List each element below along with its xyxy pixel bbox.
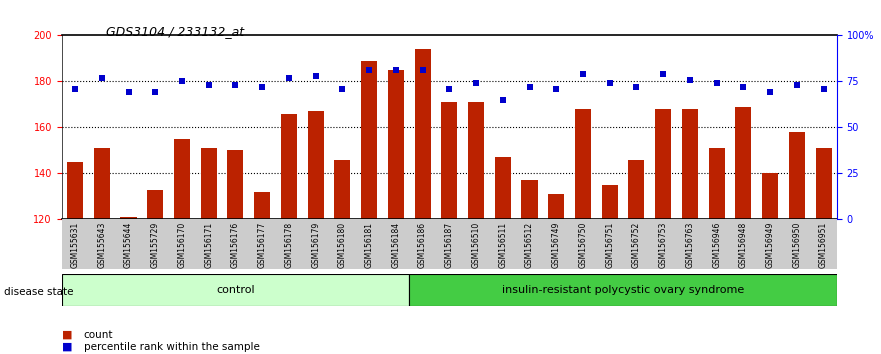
Text: GSM156752: GSM156752: [632, 222, 641, 268]
Text: GSM156950: GSM156950: [792, 222, 802, 268]
Text: GSM156179: GSM156179: [311, 222, 320, 268]
Point: [737, 84, 751, 90]
Point: [549, 86, 563, 92]
Point: [202, 82, 216, 88]
Bar: [602, 185, 618, 219]
Text: ■: ■: [62, 342, 72, 352]
Text: GSM156170: GSM156170: [177, 222, 187, 268]
Bar: [495, 157, 511, 219]
Bar: [201, 148, 217, 219]
Point: [603, 80, 617, 86]
Bar: [441, 102, 457, 219]
Text: GSM156949: GSM156949: [766, 222, 774, 268]
Bar: [736, 107, 751, 219]
Bar: [147, 189, 163, 219]
Text: GSM156749: GSM156749: [552, 222, 560, 268]
Text: ■: ■: [62, 330, 72, 339]
Bar: [67, 162, 83, 219]
Text: GSM156946: GSM156946: [712, 222, 722, 268]
Point: [122, 90, 136, 95]
Point: [95, 75, 109, 81]
Point: [308, 73, 322, 79]
Text: GSM156187: GSM156187: [445, 222, 454, 268]
Text: GSM156750: GSM156750: [579, 222, 588, 268]
Point: [683, 77, 697, 82]
Point: [362, 68, 376, 73]
Bar: [254, 192, 270, 219]
Bar: [415, 49, 431, 219]
Bar: [121, 217, 137, 219]
Point: [442, 86, 456, 92]
Text: GSM156181: GSM156181: [365, 222, 374, 268]
Text: GSM155729: GSM155729: [151, 222, 159, 268]
Point: [629, 84, 643, 90]
Text: control: control: [216, 285, 255, 295]
Bar: [548, 194, 564, 219]
Text: GSM155644: GSM155644: [124, 222, 133, 268]
Point: [416, 68, 430, 73]
Bar: [307, 111, 323, 219]
Bar: [227, 150, 243, 219]
Bar: [628, 160, 645, 219]
Text: GSM155643: GSM155643: [97, 222, 107, 268]
Text: GSM156751: GSM156751: [605, 222, 614, 268]
Point: [68, 86, 82, 92]
Bar: [93, 148, 110, 219]
Point: [817, 86, 831, 92]
Bar: [174, 139, 190, 219]
Point: [763, 90, 777, 95]
Bar: [388, 70, 403, 219]
Point: [255, 84, 270, 90]
Text: GSM156171: GSM156171: [204, 222, 213, 268]
Bar: [281, 114, 297, 219]
Text: count: count: [84, 330, 113, 339]
Text: GSM156948: GSM156948: [739, 222, 748, 268]
Bar: [468, 102, 484, 219]
Point: [496, 97, 510, 103]
Bar: [62, 219, 837, 269]
Text: GSM156186: GSM156186: [418, 222, 427, 268]
Text: GSM156512: GSM156512: [525, 222, 534, 268]
Point: [148, 90, 162, 95]
Point: [709, 80, 723, 86]
Text: GSM156176: GSM156176: [231, 222, 240, 268]
Text: GSM156753: GSM156753: [659, 222, 668, 268]
Point: [576, 71, 590, 77]
Bar: [788, 132, 805, 219]
Text: GSM156951: GSM156951: [819, 222, 828, 268]
FancyBboxPatch shape: [409, 274, 837, 306]
Point: [656, 71, 670, 77]
Text: GSM156180: GSM156180: [338, 222, 347, 268]
Bar: [335, 160, 351, 219]
Text: insulin-resistant polycystic ovary syndrome: insulin-resistant polycystic ovary syndr…: [502, 285, 744, 295]
Bar: [708, 148, 725, 219]
Text: GSM156763: GSM156763: [685, 222, 694, 268]
Text: GSM156178: GSM156178: [285, 222, 293, 268]
Point: [389, 68, 403, 73]
Bar: [522, 181, 537, 219]
Text: GSM155631: GSM155631: [70, 222, 79, 268]
Bar: [816, 148, 832, 219]
Bar: [575, 109, 591, 219]
Bar: [361, 61, 377, 219]
Point: [175, 79, 189, 84]
Text: GSM156184: GSM156184: [391, 222, 400, 268]
Text: GDS3104 / 233132_at: GDS3104 / 233132_at: [106, 25, 244, 38]
Text: percentile rank within the sample: percentile rank within the sample: [84, 342, 260, 352]
Point: [522, 84, 537, 90]
Bar: [762, 173, 778, 219]
Point: [469, 80, 483, 86]
Bar: [682, 109, 698, 219]
Point: [336, 86, 350, 92]
Text: GSM156177: GSM156177: [257, 222, 267, 268]
Text: disease state: disease state: [4, 287, 74, 297]
Point: [282, 75, 296, 81]
Text: GSM156510: GSM156510: [471, 222, 480, 268]
Text: GSM156511: GSM156511: [499, 222, 507, 268]
Point: [789, 82, 803, 88]
Point: [228, 82, 242, 88]
Bar: [655, 109, 671, 219]
FancyBboxPatch shape: [62, 274, 409, 306]
